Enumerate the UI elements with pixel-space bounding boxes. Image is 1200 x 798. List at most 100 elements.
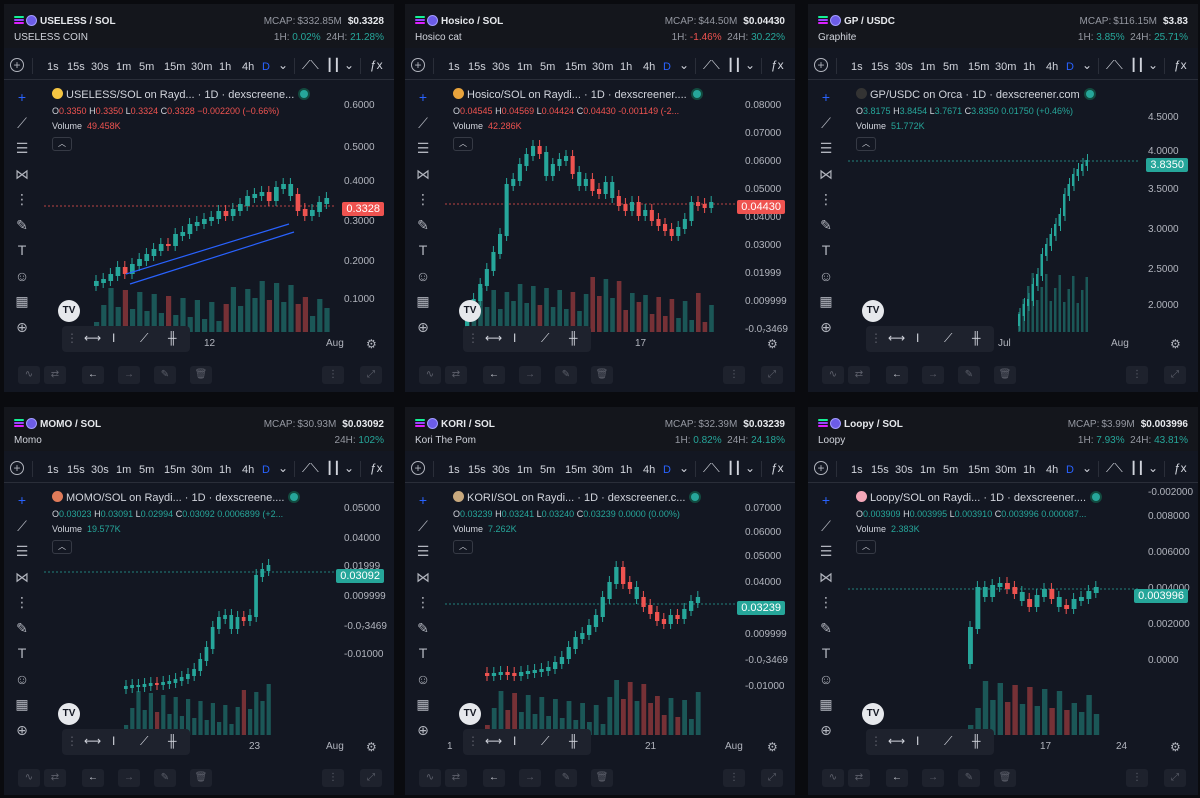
chart-icon[interactable]: ∿ bbox=[419, 769, 441, 787]
undo-icon[interactable]: ← bbox=[82, 366, 104, 384]
plus-circle-icon[interactable]: + bbox=[814, 461, 828, 475]
pen-icon[interactable]: ✎ bbox=[555, 769, 577, 787]
collapse-legend-button[interactable]: ︿ bbox=[52, 137, 72, 151]
crosshair-icon[interactable]: + bbox=[418, 89, 428, 105]
timeframe-button[interactable]: 1h bbox=[1023, 61, 1036, 73]
horizontal-line-icon[interactable]: ⟷ bbox=[485, 331, 503, 345]
projection-icon[interactable]: ⋮ bbox=[15, 191, 29, 207]
brush-icon[interactable]: ✎ bbox=[417, 619, 429, 636]
trendline-icon[interactable]: ⟋ bbox=[17, 517, 27, 534]
timeframe-button[interactable]: 1m bbox=[517, 61, 533, 73]
crosshair-icon[interactable]: + bbox=[17, 492, 27, 508]
price-chart[interactable]: GP/USDC on Orca · 1D · dexscreener.com O… bbox=[848, 84, 1198, 358]
pattern-icon[interactable]: ⋈ bbox=[15, 568, 29, 585]
ruler-icon[interactable]: ▦ bbox=[819, 696, 833, 712]
swap-icon[interactable]: ⇄ bbox=[44, 366, 66, 384]
redo-icon[interactable]: → bbox=[118, 769, 140, 787]
text-cursor-icon[interactable]: I bbox=[112, 734, 116, 748]
timeframe-button[interactable]: 1s bbox=[47, 464, 59, 476]
timeframe-button[interactable]: 1h bbox=[219, 61, 232, 73]
timeframe-button[interactable]: 5m bbox=[139, 464, 155, 476]
vertical-line-icon[interactable]: ╫ bbox=[168, 331, 177, 345]
timeframe-button[interactable]: 15m bbox=[164, 464, 186, 476]
pair-title[interactable]: KORI / SOL bbox=[441, 419, 495, 430]
text-icon[interactable]: T bbox=[17, 242, 27, 258]
text-cursor-icon[interactable]: I bbox=[916, 734, 920, 748]
chevron-down-icon[interactable]: ⌄ bbox=[745, 58, 756, 72]
fullscreen-icon[interactable]: ⤢ bbox=[1164, 769, 1186, 787]
timeframe-button[interactable]: 5m bbox=[943, 61, 959, 73]
fib-icon[interactable]: ☰ bbox=[819, 543, 833, 559]
candles-icon[interactable]: ┃┃ bbox=[727, 461, 742, 475]
text-icon[interactable]: T bbox=[418, 242, 428, 258]
timeframe-button[interactable]: 4h bbox=[1046, 464, 1059, 476]
collapse-legend-button[interactable]: ︿ bbox=[856, 540, 876, 554]
more-icon[interactable]: ⋮ bbox=[322, 769, 344, 787]
pen-icon[interactable]: ✎ bbox=[555, 366, 577, 384]
text-icon[interactable]: T bbox=[821, 645, 831, 661]
redo-icon[interactable]: → bbox=[519, 366, 541, 384]
candles-icon[interactable]: ┃┃ bbox=[326, 58, 341, 72]
fullscreen-icon[interactable]: ⤢ bbox=[360, 769, 382, 787]
fullscreen-icon[interactable]: ⤢ bbox=[1164, 366, 1186, 384]
fx-icon[interactable]: ƒx bbox=[771, 58, 784, 72]
more-icon[interactable]: ⋮ bbox=[1126, 769, 1148, 787]
timeframe-button[interactable]: 15s bbox=[468, 464, 486, 476]
timeframe-button[interactable]: 30m bbox=[995, 61, 1017, 73]
timeframe-button[interactable]: 5m bbox=[540, 61, 556, 73]
trash-icon[interactable]: 🗑 bbox=[994, 769, 1016, 787]
line-chart-icon[interactable]: ⟋⟍ bbox=[1106, 58, 1123, 72]
gear-icon[interactable]: ⚙ bbox=[1170, 740, 1181, 754]
timeframe-button[interactable]: 15s bbox=[67, 464, 85, 476]
timeframe-button[interactable]: 30s bbox=[91, 464, 109, 476]
timeframe-button[interactable]: D bbox=[663, 61, 671, 73]
line-chart-icon[interactable]: ⟋⟍ bbox=[302, 461, 319, 475]
zoom-in-icon[interactable]: ⊕ bbox=[16, 318, 28, 335]
zoom-in-icon[interactable]: ⊕ bbox=[417, 721, 429, 738]
timeframe-button[interactable]: 1s bbox=[448, 61, 460, 73]
brush-icon[interactable]: ✎ bbox=[16, 216, 28, 233]
timeframe-button[interactable]: 15m bbox=[968, 61, 990, 73]
more-icon[interactable]: ⋮ bbox=[322, 366, 344, 384]
price-chart[interactable]: USELESS/SOL on Rayd... · 1D · dexscreene… bbox=[44, 84, 394, 358]
timeframe-button[interactable]: 1h bbox=[620, 61, 633, 73]
fib-icon[interactable]: ☰ bbox=[819, 140, 833, 156]
timeframe-button[interactable]: 1s bbox=[448, 464, 460, 476]
chart-icon[interactable]: ∿ bbox=[18, 366, 40, 384]
timeframe-button[interactable]: 15s bbox=[871, 61, 889, 73]
ruler-icon[interactable]: ▦ bbox=[416, 293, 430, 309]
undo-icon[interactable]: ← bbox=[483, 366, 505, 384]
timeframe-button[interactable]: 1m bbox=[517, 464, 533, 476]
timeframe-button[interactable]: 1h bbox=[620, 464, 633, 476]
plus-circle-icon[interactable]: + bbox=[10, 461, 24, 475]
pattern-icon[interactable]: ⋈ bbox=[819, 165, 833, 182]
line-chart-icon[interactable]: ⟋⟍ bbox=[302, 58, 319, 72]
trendline-icon[interactable]: ⟋ bbox=[17, 114, 27, 131]
timeframe-button[interactable]: 15s bbox=[871, 464, 889, 476]
swap-icon[interactable]: ⇄ bbox=[44, 769, 66, 787]
timeframe-button[interactable]: 15s bbox=[468, 61, 486, 73]
timeframe-button[interactable]: 5m bbox=[139, 61, 155, 73]
fullscreen-icon[interactable]: ⤢ bbox=[360, 366, 382, 384]
trendline-icon[interactable]: ⟋ bbox=[541, 331, 550, 345]
plus-circle-icon[interactable]: + bbox=[10, 58, 24, 72]
more-icon[interactable]: ⋮ bbox=[723, 769, 745, 787]
timeframe-button[interactable]: 4h bbox=[1046, 61, 1059, 73]
plus-circle-icon[interactable]: + bbox=[814, 58, 828, 72]
pattern-icon[interactable]: ⋈ bbox=[416, 165, 430, 182]
zoom-in-icon[interactable]: ⊕ bbox=[820, 721, 832, 738]
timeframe-button[interactable]: 4h bbox=[242, 61, 255, 73]
collapse-legend-button[interactable]: ︿ bbox=[453, 540, 473, 554]
trendline-icon[interactable]: ⟋ bbox=[944, 331, 953, 345]
horizontal-line-icon[interactable]: ⟷ bbox=[84, 331, 102, 345]
timeframe-button[interactable]: 5m bbox=[943, 464, 959, 476]
timeframe-button[interactable]: D bbox=[262, 61, 270, 73]
pen-icon[interactable]: ✎ bbox=[958, 769, 980, 787]
gear-icon[interactable]: ⚙ bbox=[1170, 337, 1181, 351]
timeframe-button[interactable]: 1m bbox=[116, 61, 132, 73]
collapse-legend-button[interactable]: ︿ bbox=[52, 540, 72, 554]
line-chart-icon[interactable]: ⟋⟍ bbox=[703, 461, 720, 475]
pen-icon[interactable]: ✎ bbox=[154, 769, 176, 787]
pen-icon[interactable]: ✎ bbox=[958, 366, 980, 384]
plus-circle-icon[interactable]: + bbox=[411, 58, 425, 72]
